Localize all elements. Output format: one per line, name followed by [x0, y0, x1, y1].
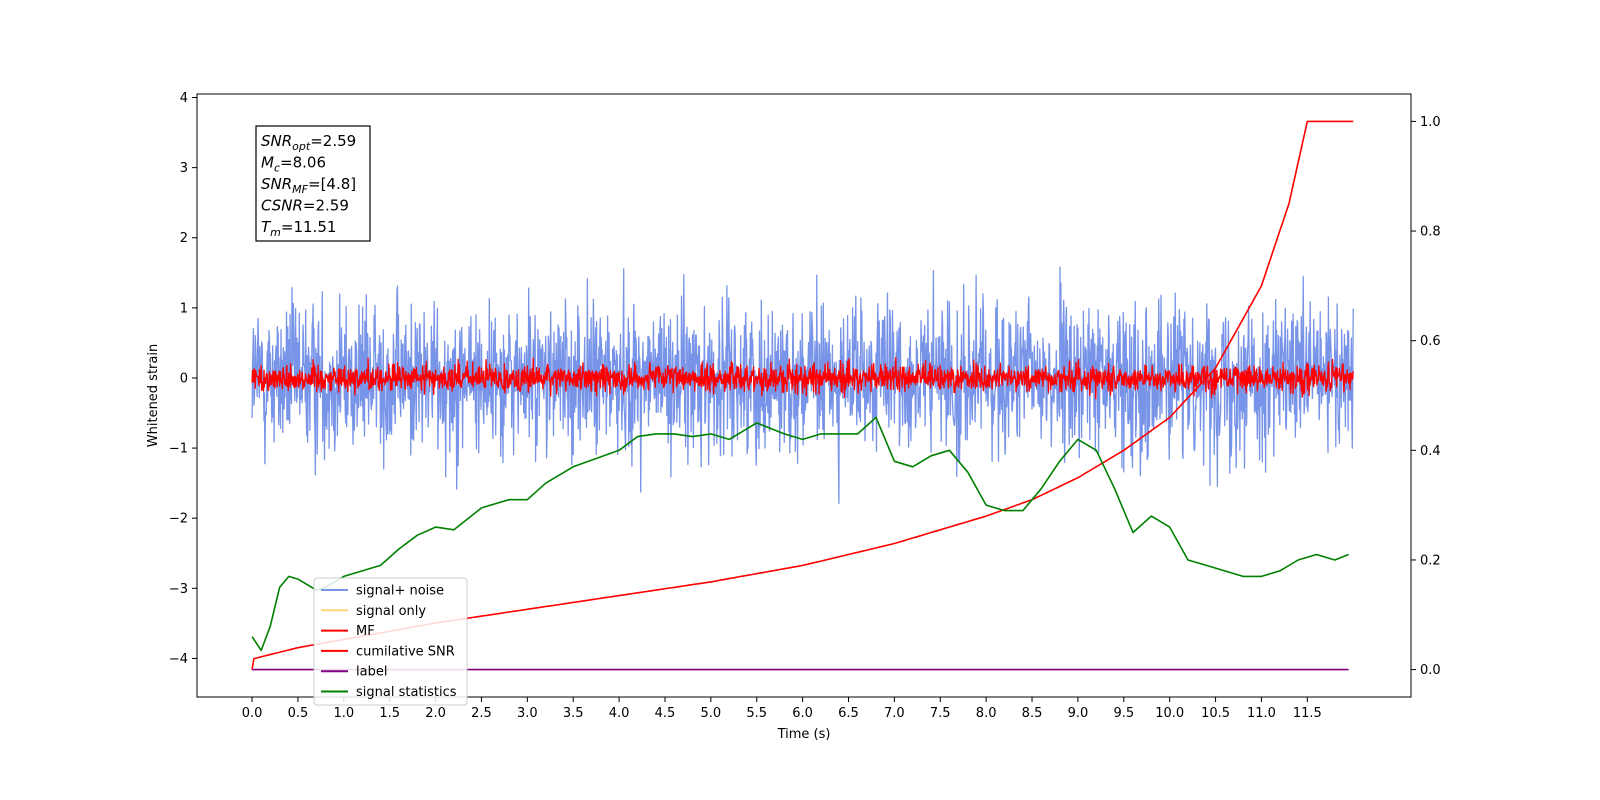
y2-tick-label: 0.6 [1420, 334, 1441, 349]
y-axis-left: 4 3 2 1 0 −1 −2 −3 −4 [169, 91, 197, 667]
x-tick-label: 7.0 [884, 706, 905, 721]
info-symbol: SNR [261, 132, 292, 150]
x-axis-label: Time (s) [777, 727, 831, 742]
y-tick-label: −3 [169, 582, 188, 597]
y-axis-right: 1.0 0.8 0.6 0.4 0.2 0.0 [1411, 115, 1441, 678]
info-line: CSNR=2.59 [261, 197, 349, 215]
info-symbol: CSNR [261, 197, 303, 215]
x-tick-label: 9.0 [1068, 706, 1089, 721]
plot-frame [196, 93, 1412, 698]
info-value: =2.59 [310, 132, 356, 150]
info-subscript: MF [292, 183, 308, 196]
x-tick-label: 6.0 [792, 706, 813, 721]
y2-tick-label: 0.4 [1420, 444, 1441, 459]
x-tick-label: 10.5 [1201, 706, 1230, 721]
y-tick-label: −2 [169, 512, 188, 527]
x-tick-label: 4.0 [609, 706, 630, 721]
x-tick-label: 5.0 [701, 706, 722, 721]
info-symbol: T [261, 218, 272, 236]
info-symbol: M [261, 154, 274, 172]
x-axis: 0.0 0.5 1.0 1.5 2.0 2.5 3.0 3.5 4.0 4.5 5.0 5.5 6.0 6… [242, 697, 1322, 721]
x-tick-label: 8.5 [1022, 706, 1043, 721]
x-tick-label: 2.5 [471, 706, 492, 721]
x-tick-label: 6.5 [838, 706, 859, 721]
legend-entry: cumilative SNR [356, 644, 455, 659]
x-tick-label: 4.5 [655, 706, 676, 721]
x-tick-label: 8.0 [976, 706, 997, 721]
info-subscript: opt [292, 140, 311, 153]
x-tick-label: 5.5 [746, 706, 767, 721]
info-line: Tm=11.51 [261, 218, 336, 239]
x-tick-label: 11.0 [1247, 706, 1276, 721]
legend-entry: signal only [356, 604, 426, 619]
x-tick-label: 7.5 [930, 706, 951, 721]
legend-frame [313, 577, 468, 706]
info-value: =[4.8] [308, 175, 356, 193]
x-tick-label: 3.0 [517, 706, 538, 721]
legend: signal+ noise signal only MF cumilative SNR… [313, 577, 468, 706]
y2-tick-label: 0.0 [1420, 663, 1441, 678]
legend-entry: MF [356, 624, 375, 639]
x-tick-label: 9.5 [1113, 706, 1134, 721]
info-box-frame [255, 125, 371, 242]
y-tick-label: 4 [180, 91, 188, 106]
info-line: SNRMF=[4.8] [261, 175, 356, 196]
y-tick-label: 0 [180, 371, 188, 386]
x-tick-label: 2.0 [425, 706, 446, 721]
legend-entry: signal statistics [356, 685, 457, 700]
y-tick-label: 3 [180, 161, 188, 176]
legend-entry: label [356, 665, 387, 680]
x-tick-label: 10.0 [1155, 706, 1184, 721]
x-tick-label: 1.0 [333, 706, 354, 721]
info-symbol: SNR [261, 175, 292, 193]
x-tick-label: 11.5 [1293, 706, 1322, 721]
info-subscript: c [274, 162, 280, 175]
y2-tick-label: 1.0 [1420, 115, 1441, 130]
x-tick-label: 0.5 [288, 706, 309, 721]
y-tick-label: −4 [169, 652, 188, 667]
y2-tick-label: 0.8 [1420, 225, 1441, 240]
info-value: =11.51 [281, 218, 337, 236]
series-mf-line [251, 356, 1354, 400]
x-tick-label: 0.0 [242, 706, 263, 721]
x-tick-label: 3.5 [563, 706, 584, 721]
info-line: Mc=8.06 [261, 154, 326, 175]
x-tick-label: 1.5 [379, 706, 400, 721]
y2-tick-label: 0.2 [1420, 553, 1441, 568]
info-value: =2.59 [303, 197, 349, 215]
y-axis-label: Whitened strain [146, 344, 161, 447]
series-signal-statistics-line [251, 416, 1349, 652]
y-tick-label: −1 [169, 442, 188, 457]
info-box: SNRopt=2.59Mc=8.06SNRMF=[4.8]CSNR=2.59Tm… [255, 125, 371, 242]
y-tick-label: 1 [180, 301, 188, 316]
info-subscript: m [270, 226, 281, 239]
y-tick-label: 2 [180, 231, 188, 246]
legend-entry: signal+ noise [356, 584, 444, 599]
info-value: =8.06 [280, 154, 326, 172]
info-line: SNRopt=2.59 [261, 132, 356, 153]
